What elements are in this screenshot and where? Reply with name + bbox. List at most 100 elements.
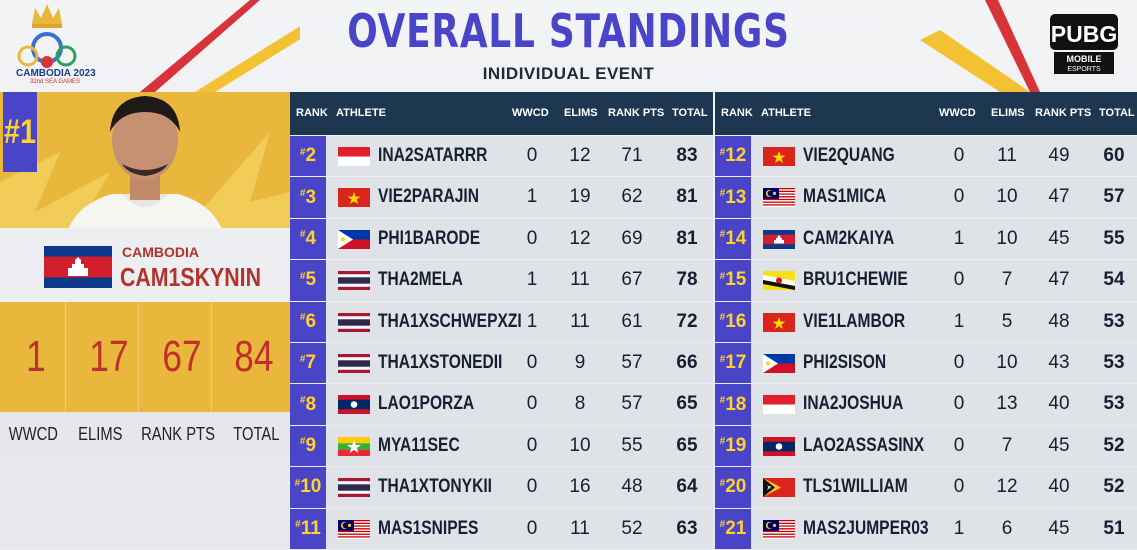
row-background bbox=[751, 343, 1137, 384]
elims-value: 5 bbox=[1001, 310, 1013, 332]
rank-value: 3 bbox=[305, 186, 317, 208]
total-value: 55 bbox=[1103, 227, 1125, 249]
winner-wwcd-value: 1 bbox=[7, 302, 66, 412]
rank-pts-value: 40 bbox=[1048, 476, 1070, 498]
wwcd-value: 1 bbox=[953, 517, 965, 539]
total-value: 64 bbox=[676, 476, 698, 498]
wwcd-value: 0 bbox=[526, 393, 538, 415]
rank-badge: #3 bbox=[290, 177, 326, 218]
athlete-name: THA1XSTONEDII bbox=[378, 352, 503, 373]
athlete-name: VIE2PARAJIN bbox=[378, 186, 480, 208]
flag-icon bbox=[763, 312, 795, 332]
wwcd-value: 0 bbox=[953, 269, 965, 291]
rank-pts-value: 45 bbox=[1048, 434, 1070, 456]
row-background bbox=[326, 177, 713, 218]
rank-pts-value: 49 bbox=[1048, 145, 1070, 166]
winner-elims-value: 17 bbox=[80, 302, 139, 412]
rank-value: 15 bbox=[725, 269, 747, 291]
rank-badge: #11 bbox=[290, 508, 326, 549]
rank-value: 21 bbox=[725, 517, 747, 539]
row-background bbox=[751, 384, 1137, 425]
athlete-name: CAM2KAIYA bbox=[803, 227, 895, 249]
rank-badge: #20 bbox=[715, 467, 751, 508]
table-row: #21 MAS2JUMPER03 1 6 45 51 bbox=[715, 508, 1137, 549]
rank-value: 2 bbox=[305, 145, 317, 167]
elims-value: 11 bbox=[570, 517, 590, 539]
table-row: #6 THA1XSCHWEPXZI 1 11 61 72 bbox=[290, 301, 713, 342]
elims-value: 8 bbox=[574, 393, 586, 415]
rank-pts-value: 55 bbox=[621, 434, 643, 456]
table-row: #13 MAS1MICA 0 10 47 57 bbox=[715, 176, 1137, 218]
pubg-logo-text: PUBG bbox=[1051, 21, 1117, 47]
elims-value: 11 bbox=[570, 310, 590, 332]
total-value: 78 bbox=[676, 269, 698, 291]
rank-badge: #9 bbox=[290, 425, 326, 467]
decorative-rays-right bbox=[920, 0, 1040, 92]
rank-pts-value: 57 bbox=[621, 352, 643, 373]
wwcd-value: 1 bbox=[526, 269, 538, 291]
rank-value: 18 bbox=[725, 393, 747, 415]
row-background bbox=[751, 467, 1137, 508]
row-background bbox=[326, 384, 713, 425]
row-background bbox=[326, 508, 713, 549]
total-value: 66 bbox=[676, 352, 698, 373]
pubg-logo-mobile: MOBILE bbox=[1067, 54, 1102, 64]
winner-wwcd-label: WWCD bbox=[8, 424, 58, 444]
rank-value: 13 bbox=[725, 186, 747, 208]
elims-value: 7 bbox=[1001, 434, 1013, 456]
elims-value: 10 bbox=[569, 434, 591, 456]
sea-games-text: CAMBODIA 2023 bbox=[16, 68, 96, 79]
total-value: 54 bbox=[1103, 269, 1125, 291]
rank-pts-value: 47 bbox=[1048, 186, 1070, 208]
elims-value: 19 bbox=[569, 186, 591, 208]
winner-player-name: CAM1SKYNIN bbox=[120, 262, 261, 292]
rank-value: 8 bbox=[305, 393, 317, 415]
total-value: 81 bbox=[676, 227, 698, 249]
row-background bbox=[751, 508, 1137, 549]
winner-rank-badge: #1 bbox=[3, 92, 37, 172]
winner-total-label: TOTAL bbox=[233, 424, 280, 444]
rank-pts-value: 45 bbox=[1048, 227, 1070, 249]
rank-value: 6 bbox=[305, 310, 317, 332]
flag-icon bbox=[763, 147, 795, 166]
table-row: #7 THA1XSTONEDII 0 9 57 66 bbox=[290, 342, 713, 384]
total-value: 65 bbox=[676, 393, 698, 415]
rank-badge: #4 bbox=[290, 218, 326, 260]
col-elims: ELIMS bbox=[564, 107, 598, 119]
total-value: 53 bbox=[1103, 310, 1125, 332]
athlete-name: LAO1PORZA bbox=[378, 393, 475, 415]
rank-badge: #19 bbox=[715, 425, 751, 467]
elims-value: 12 bbox=[569, 227, 591, 249]
wwcd-value: 0 bbox=[953, 393, 965, 415]
table-row: #9 MYA11SEC 0 10 55 65 bbox=[290, 425, 713, 467]
athlete-name: LAO2ASSASINX bbox=[803, 434, 925, 456]
table-row: #2 INA2SATARRR 0 12 71 83 bbox=[290, 135, 713, 177]
table-row: #3 VIE2PARAJIN 1 19 62 81 bbox=[290, 176, 713, 218]
rank-badge: #8 bbox=[290, 384, 326, 425]
athlete-name: TLS1WILLIAM bbox=[803, 476, 908, 498]
rank-badge: #2 bbox=[290, 136, 326, 177]
rank-pts-value: 57 bbox=[621, 393, 643, 415]
winner-country: CAMBODIA bbox=[122, 244, 199, 260]
flag-icon bbox=[338, 395, 370, 415]
standings-table-right: RANK ATHLETE WWCD ELIMS RANK PTS TOTAL #… bbox=[715, 92, 1137, 549]
elims-value: 10 bbox=[996, 186, 1018, 208]
wwcd-value: 1 bbox=[526, 310, 538, 332]
wwcd-value: 0 bbox=[953, 145, 965, 166]
col-total: TOTAL bbox=[672, 107, 708, 119]
rank-badge: #12 bbox=[715, 136, 751, 177]
rank-value: 14 bbox=[725, 227, 747, 249]
rank-pts-value: 69 bbox=[621, 227, 643, 249]
wwcd-value: 0 bbox=[526, 145, 538, 166]
winner-total-value: 84 bbox=[234, 332, 274, 381]
rank-badge: #15 bbox=[715, 260, 751, 301]
rank-pts-value: 43 bbox=[1048, 352, 1070, 373]
col-rank: RANK bbox=[296, 107, 328, 119]
row-background bbox=[751, 425, 1137, 467]
rank-value: 9 bbox=[305, 434, 317, 456]
wwcd-value: 0 bbox=[953, 476, 965, 498]
athlete-name: PHI2SISON bbox=[803, 352, 887, 373]
total-value: 51 bbox=[1103, 517, 1125, 539]
wwcd-value: 0 bbox=[526, 352, 538, 373]
row-background bbox=[326, 343, 713, 384]
